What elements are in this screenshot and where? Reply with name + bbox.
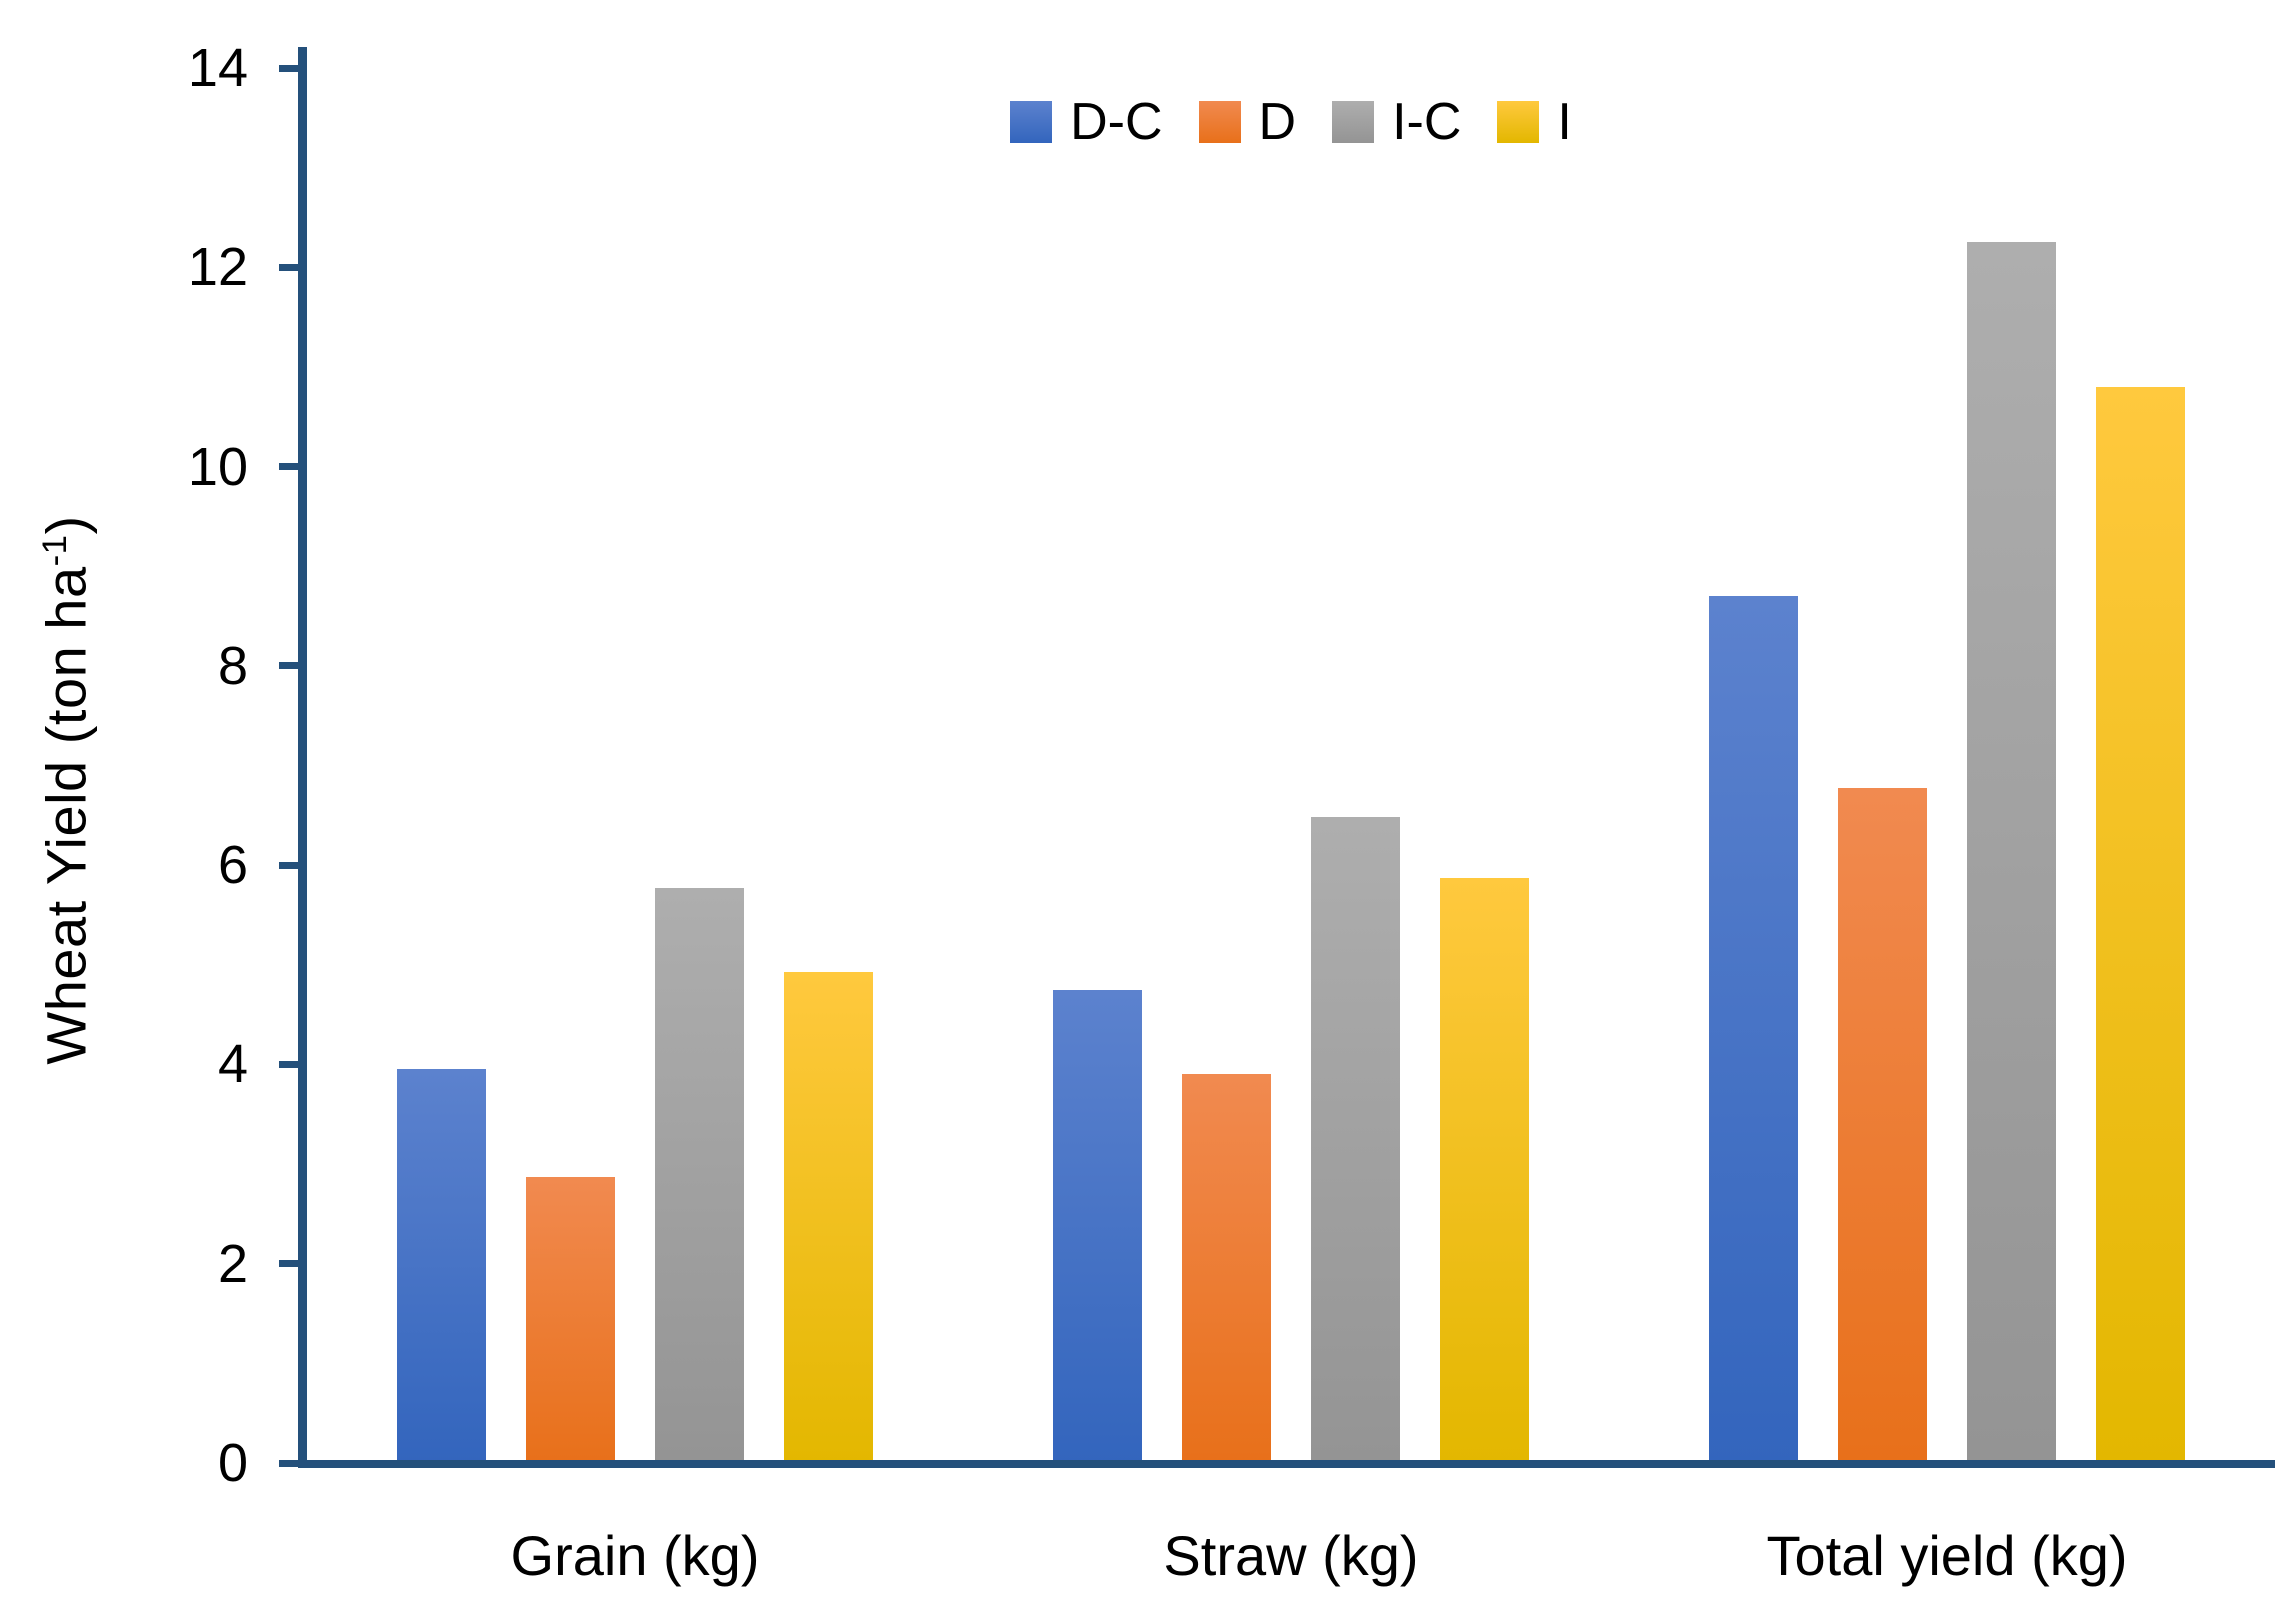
bar-D-Total yield (kg) bbox=[1838, 788, 1927, 1463]
legend-label: I-C bbox=[1392, 93, 1462, 151]
y-tick-mark bbox=[279, 1459, 304, 1467]
y-tick-mark bbox=[279, 263, 304, 271]
y-tick-label-4: 4 bbox=[217, 1034, 248, 1095]
x-category-label-Total yield (kg): Total yield (kg) bbox=[1766, 1524, 2128, 1587]
y-tick-label-0: 0 bbox=[217, 1433, 248, 1493]
y-tick-mark bbox=[279, 861, 304, 869]
y-axis-title-close: ) bbox=[34, 515, 98, 535]
bar-I-Total yield (kg) bbox=[2096, 386, 2185, 1463]
bar-I-C-Total yield (kg) bbox=[1967, 242, 2056, 1463]
bar-D-Straw (kg) bbox=[1182, 1074, 1271, 1463]
y-tick-mark bbox=[279, 1260, 304, 1268]
bar-I-Grain (kg) bbox=[784, 971, 873, 1463]
bar-group-Grain (kg) bbox=[307, 68, 963, 1463]
legend-swatch-icon bbox=[1332, 101, 1375, 143]
y-tick-label-6: 6 bbox=[217, 835, 248, 896]
y-axis-line bbox=[298, 47, 307, 1468]
legend-item-D: D bbox=[1198, 93, 1297, 151]
plot-area bbox=[307, 68, 2275, 1463]
legend-label: I bbox=[1557, 93, 1572, 151]
y-tick-mark bbox=[279, 64, 304, 72]
y-tick-label-2: 2 bbox=[217, 1233, 248, 1294]
legend-item-I: I bbox=[1497, 93, 1572, 151]
bar-D-C-Total yield (kg) bbox=[1709, 596, 1798, 1463]
legend-swatch-icon bbox=[1497, 101, 1540, 143]
bar-I-C-Grain (kg) bbox=[655, 888, 744, 1463]
bar-D-Grain (kg) bbox=[526, 1177, 615, 1463]
y-tick-label-14: 14 bbox=[187, 38, 248, 98]
x-category-label-Straw (kg): Straw (kg) bbox=[1163, 1524, 1419, 1587]
bar-I-C-Straw (kg) bbox=[1311, 817, 1400, 1463]
bar-D-C-Straw (kg) bbox=[1053, 989, 1142, 1463]
y-tick-label-12: 12 bbox=[187, 237, 248, 298]
y-tick-label-8: 8 bbox=[217, 635, 248, 696]
y-tick-mark bbox=[279, 662, 304, 670]
x-category-label-Grain (kg): Grain (kg) bbox=[510, 1524, 760, 1587]
bar-D-C-Grain (kg) bbox=[397, 1069, 486, 1463]
legend-label: D bbox=[1258, 93, 1297, 151]
y-axis-title: Wheat Yield (ton ha-1) bbox=[34, 515, 99, 1064]
legend-label: D-C bbox=[1070, 93, 1163, 151]
y-tick-label-10: 10 bbox=[187, 436, 248, 497]
bar-group-Total yield (kg) bbox=[1619, 68, 2275, 1463]
legend-item-I-C: I-C bbox=[1332, 96, 1461, 148]
y-axis-title-superscript: -1 bbox=[35, 534, 74, 567]
legend-item-D-C: D-C bbox=[1010, 93, 1163, 151]
y-tick-mark bbox=[279, 1060, 304, 1068]
bar-I-Straw (kg) bbox=[1440, 878, 1529, 1463]
legend-swatch-icon bbox=[1198, 101, 1241, 143]
legend-swatch-icon bbox=[1010, 101, 1053, 143]
legend: D-C D I-C I bbox=[307, 96, 2275, 148]
x-axis-line bbox=[298, 1460, 2275, 1468]
y-tick-mark bbox=[279, 463, 304, 471]
bar-group-Straw (kg) bbox=[963, 68, 1619, 1463]
